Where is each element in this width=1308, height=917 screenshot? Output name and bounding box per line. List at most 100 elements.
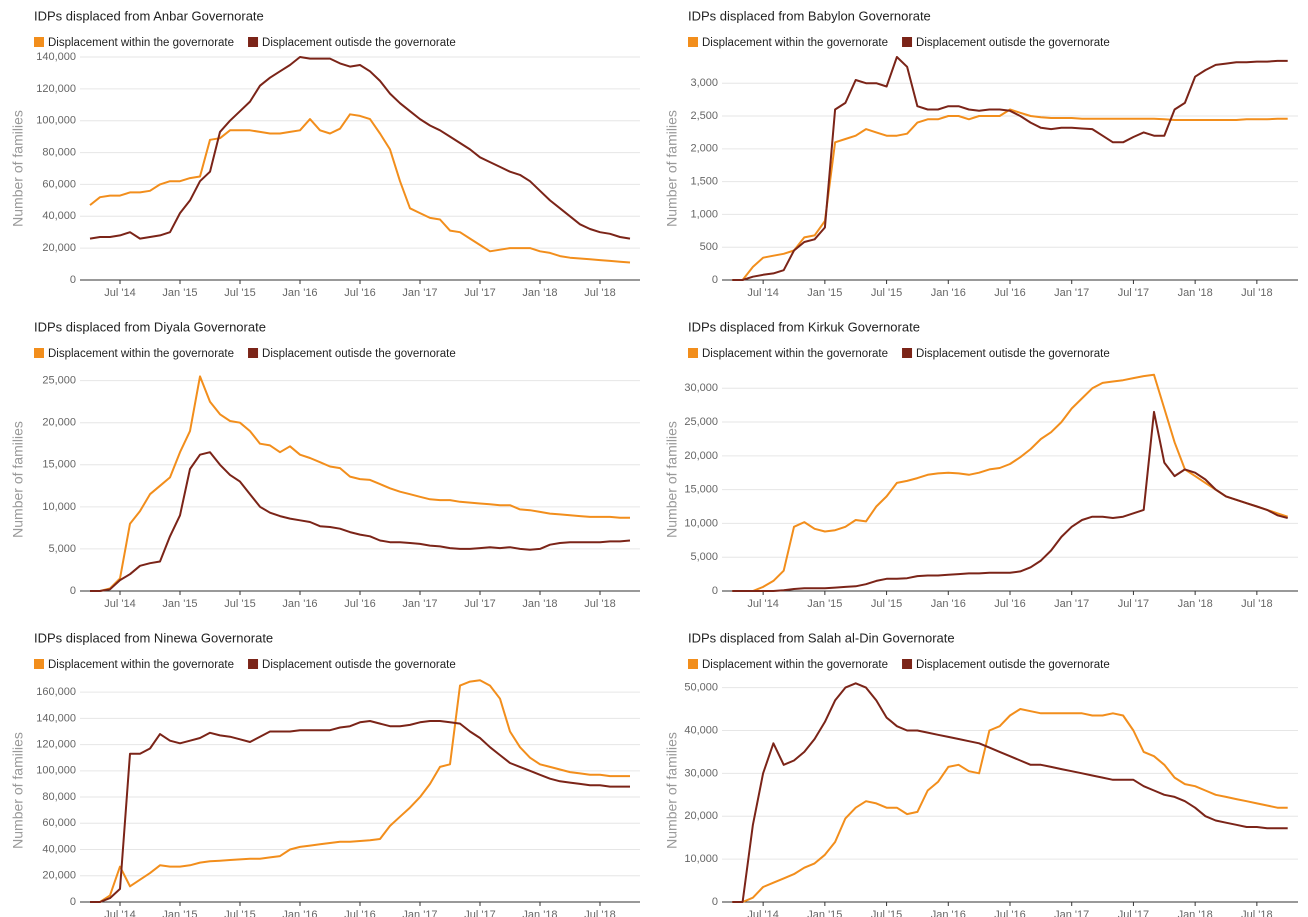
series-line [90,451,631,592]
y-tick-label: 120,000 [36,738,76,750]
y-tick-label: 25,000 [42,375,76,387]
y-tick-label: 0 [712,585,718,597]
y-tick-label: 120,000 [36,83,76,95]
y-tick-label: 60,000 [42,817,76,829]
y-tick-label: 25,000 [684,416,718,428]
x-tick-label: Jan '18 [522,598,557,610]
x-tick-label: Jul '16 [344,287,375,299]
y-tick-label: 3,000 [690,77,718,89]
x-tick-label: Jul '17 [1118,909,1149,917]
x-tick-label: Jul '18 [1241,909,1272,917]
legend-label: Displacement outisde the governorate [916,348,1110,360]
x-tick-label: Jan '18 [522,909,557,917]
y-tick-label: 2,000 [690,143,718,155]
x-tick-label: Jul '17 [464,287,495,299]
y-tick-label: 1,500 [690,176,718,188]
legend-label: Displacement within the governorate [48,348,234,360]
x-tick-label: Jan '16 [282,909,317,917]
chart-panel: IDPs displaced from Babylon Governorate D… [664,8,1298,299]
x-tick-label: Jan '18 [1178,287,1213,299]
legend-swatch [688,37,698,47]
x-tick-label: Jul '18 [1241,598,1272,610]
y-tick-label: 15,000 [684,484,718,496]
legend-swatch [248,659,259,669]
x-tick-label: Jan '15 [162,909,197,917]
x-tick-label: Jul '18 [584,598,615,610]
x-tick-label: Jan '16 [931,598,966,610]
x-tick-label: Jul '15 [871,598,902,610]
series-line [90,375,630,592]
y-tick-label: 100,000 [36,115,76,127]
y-tick-label: 20,000 [42,242,76,254]
y-tick-label: 0 [70,896,76,908]
y-tick-label: 60,000 [42,178,76,190]
legend-label: Displacement outisde the governorate [262,348,456,360]
legend-swatch [902,659,913,669]
legend-label: Displacement within the governorate [48,659,234,671]
series-line [89,56,631,240]
x-tick-label: Jan '16 [931,909,966,917]
x-tick-label: Jul '16 [994,909,1025,917]
series-line [732,410,1288,592]
x-tick-label: Jan '16 [282,598,317,610]
legend-label: Displacement outisde the governorate [262,659,456,671]
y-axis-label: Number of families [664,421,680,538]
chart-title: IDPs displaced from Kirkuk Governorate [688,319,920,334]
chart-title: IDPs displaced from Diyala Governorate [34,319,266,334]
y-tick-label: 5,000 [48,543,76,555]
legend-label: Displacement outisde the governorate [916,659,1110,671]
x-tick-label: Jan '17 [402,909,437,917]
y-tick-label: 20,000 [42,870,76,882]
legend-label: Displacement within the governorate [702,659,888,671]
y-tick-label: 40,000 [684,724,718,736]
series-line [90,679,630,903]
legend-swatch [688,348,698,358]
chart-title: IDPs displaced from Babylon Governorate [688,8,931,23]
x-tick-label: Jul '17 [1118,287,1149,299]
y-tick-label: 40,000 [42,210,76,222]
x-tick-label: Jul '18 [584,909,615,917]
x-tick-label: Jul '15 [871,287,902,299]
x-tick-label: Jan '16 [931,287,966,299]
y-tick-label: 80,000 [42,146,76,158]
legend-swatch [34,348,44,358]
y-tick-label: 40,000 [42,843,76,855]
x-tick-label: Jan '18 [1178,909,1213,917]
chart-panel: IDPs displaced from Diyala Governorate Di… [10,319,640,610]
series-line [732,56,1288,281]
legend-swatch [902,348,913,358]
legend-label: Displacement within the governorate [48,37,234,49]
chart-panel: IDPs displaced from Salah al-Din Governo… [664,630,1298,917]
x-tick-label: Jul '15 [224,598,255,610]
x-tick-label: Jul '15 [224,287,255,299]
chart-title: IDPs displaced from Anbar Governorate [34,8,264,23]
x-tick-label: Jul '18 [584,287,615,299]
x-tick-label: Jul '16 [994,287,1025,299]
series-line [89,113,631,264]
y-tick-label: 0 [712,896,718,908]
y-tick-label: 0 [712,274,718,286]
legend-swatch [34,659,44,669]
y-axis-label: Number of families [10,110,26,227]
y-tick-label: 140,000 [36,712,76,724]
y-tick-label: 160,000 [36,686,76,698]
y-tick-label: 10,000 [42,501,76,513]
x-tick-label: Jul '14 [104,909,135,917]
legend-swatch [248,37,259,47]
x-tick-label: Jan '15 [807,287,842,299]
legend-swatch [248,348,259,358]
chart-panel: IDPs displaced from Kirkuk Governorate Di… [664,319,1298,610]
series-line [732,682,1288,903]
y-tick-label: 80,000 [42,791,76,803]
x-tick-label: Jul '17 [464,598,495,610]
y-tick-label: 140,000 [36,51,76,63]
y-axis-label: Number of families [10,732,26,849]
y-axis-label: Number of families [10,421,26,538]
y-tick-label: 2,500 [690,110,718,122]
series-line [90,720,630,903]
y-tick-label: 1,000 [690,208,718,220]
legend-label: Displacement outisde the governorate [262,37,456,49]
x-tick-label: Jan '15 [162,598,197,610]
y-tick-label: 50,000 [684,681,718,693]
y-tick-label: 500 [700,241,718,253]
